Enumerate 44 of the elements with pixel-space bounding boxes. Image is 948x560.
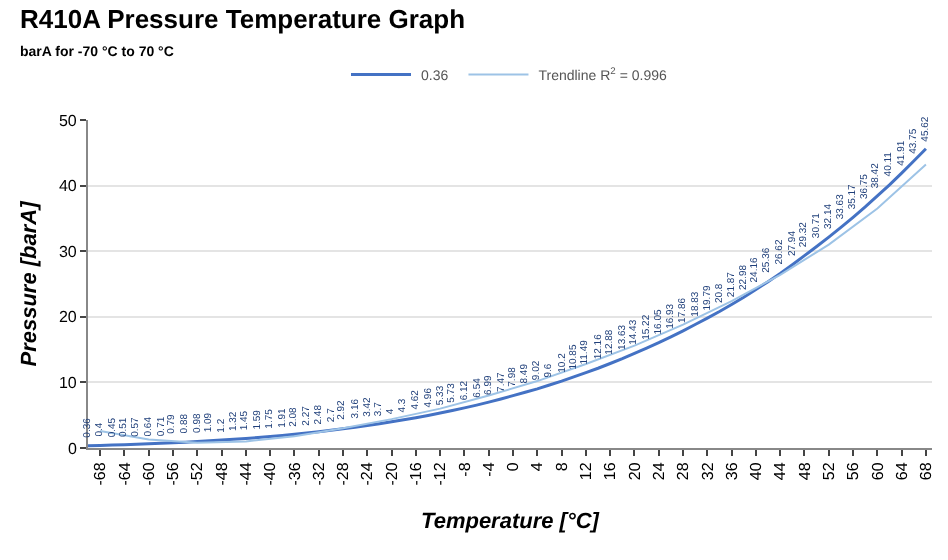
x-tick-label: -48: [212, 461, 231, 486]
x-tick-label: -52: [188, 461, 207, 486]
x-tick-label: -44: [237, 461, 256, 486]
x-tick-label: -28: [334, 461, 353, 486]
x-tick-label: 12: [577, 461, 596, 481]
x-tick-label: 64: [892, 461, 911, 481]
x-tick-label: -4: [479, 461, 498, 477]
x-tick-label: -60: [139, 461, 158, 486]
x-tick-label: 0: [504, 461, 523, 472]
y-axis-title: Pressure [barA]: [18, 200, 43, 367]
x-tick-label: -24: [358, 461, 377, 486]
y-tick-label: 40: [58, 177, 78, 196]
x-tick-label: 32: [698, 461, 717, 481]
x-tick-label: -32: [309, 461, 328, 486]
x-tick-label: 16: [601, 461, 620, 481]
y-tick-label: 10: [58, 374, 78, 392]
x-axis-title: Temperature [°C]: [421, 509, 600, 534]
x-tick-label: -68: [91, 461, 110, 486]
x-tick-label: -12: [431, 461, 450, 486]
x-tick-label: 4: [528, 461, 547, 472]
x-tick-label: -40: [261, 461, 280, 486]
x-tick-label: 40: [747, 461, 766, 481]
x-tick-label: 24: [649, 461, 668, 481]
x-tick-label: 68: [917, 461, 936, 481]
x-tick-label: -16: [407, 461, 426, 486]
x-tick-label: 60: [868, 461, 887, 481]
x-tick-label: -56: [164, 461, 183, 486]
x-tick-label: -64: [115, 461, 134, 486]
x-tick-label: -20: [382, 461, 401, 486]
x-tick-label: 8: [552, 461, 571, 472]
y-tick-label: 0: [67, 439, 78, 458]
x-tick-label: 56: [844, 461, 863, 481]
x-tick-label: 28: [674, 461, 693, 481]
x-tick-label: -8: [455, 461, 474, 477]
x-tick-label: 20: [625, 461, 644, 481]
y-tick-label: 30: [58, 242, 78, 261]
x-tick-label: -36: [285, 461, 304, 486]
y-tick-label: 50: [58, 111, 78, 130]
chart-title: R410A Pressure Temperature Graph: [20, 4, 466, 34]
x-tick-label: 48: [795, 461, 814, 481]
x-tick-label: 44: [771, 461, 790, 481]
x-tick-label: 36: [722, 461, 741, 481]
y-tick-label: 20: [58, 308, 78, 327]
x-tick-label: 52: [819, 461, 838, 481]
